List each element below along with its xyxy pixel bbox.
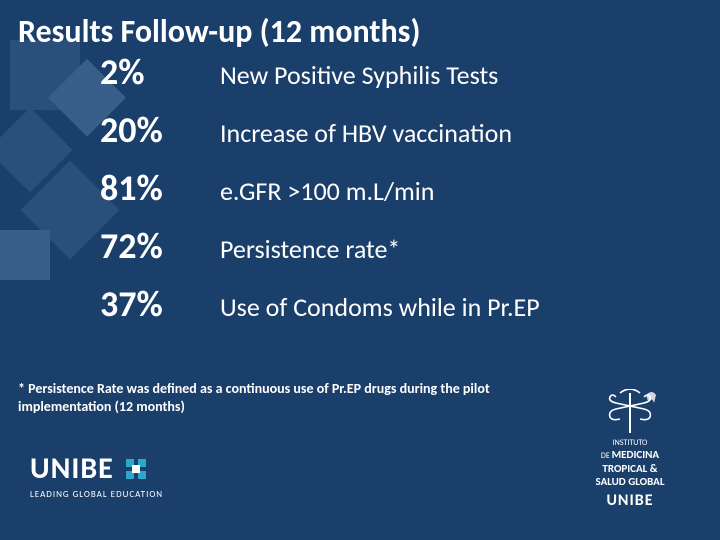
instituto-line: SALUD GLOBAL [596,475,665,488]
instituto-line: TROPICAL & [602,462,657,475]
unibe-cross-icon [122,455,150,483]
instituto-unibe-text: UNIBE [606,491,653,510]
result-percent: 2% [100,50,220,94]
unibe-tagline: LEADING GLOBAL EDUCATION [30,489,163,500]
result-percent: 72% [100,224,220,268]
result-desc: Use of Condoms while in Pr.EP [220,291,540,323]
instituto-line: MEDICINA [612,448,660,461]
result-percent: 81% [100,166,220,210]
instituto-line: INSTITUTO [613,438,648,448]
unibe-logo-text: UNIBE [30,450,114,487]
caduceus-icon [602,389,658,439]
result-desc: e.GFR >100 m.L/min [220,175,434,207]
result-row: 20% Increase of HBV vaccination [100,108,690,152]
results-list: 2% New Positive Syphilis Tests 20% Incre… [100,50,690,340]
result-row: 2% New Positive Syphilis Tests [100,50,690,94]
result-row: 72% Persistence rate* [100,224,690,268]
footnote: * Persistence Rate was defined as a cont… [18,380,498,415]
unibe-logo: UNIBE LEADING GLOBAL EDUCATION [30,450,163,500]
instituto-line: DE [601,451,610,461]
result-row: 81% e.GFR >100 m.L/min [100,166,690,210]
result-row: 37% Use of Condoms while in Pr.EP [100,282,690,326]
slide-title: Results Follow-up (12 months) [18,12,420,51]
instituto-logo: INSTITUTO DE MEDICINA TROPICAL & SALUD G… [560,389,700,510]
result-desc: Increase of HBV vaccination [220,117,512,149]
result-percent: 37% [100,282,220,326]
result-desc: Persistence rate* [220,233,400,265]
result-desc: New Positive Syphilis Tests [220,59,498,91]
instituto-text: INSTITUTO DE MEDICINA TROPICAL & SALUD G… [596,439,665,489]
result-percent: 20% [100,108,220,152]
